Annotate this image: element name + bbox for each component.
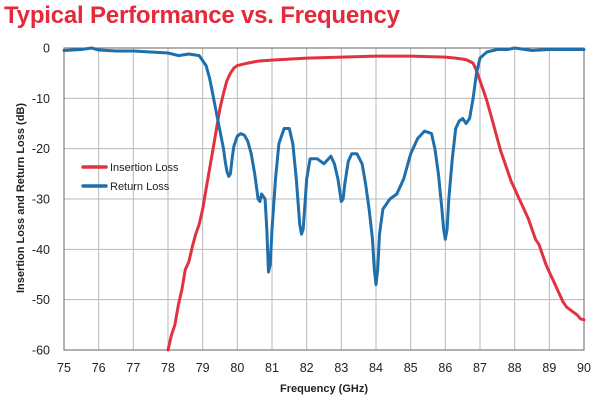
y-tick-label--30: -30 [32,193,50,207]
x-tick-label-81: 81 [265,361,279,375]
legend: Insertion Loss Return Loss [81,162,179,193]
x-tick-label-83: 83 [334,361,348,375]
x-tick-label-82: 82 [300,361,314,375]
x-tick-label-90: 90 [577,361,591,375]
legend-label-return-loss: Return Loss [110,181,170,193]
y-tick-label--60: -60 [32,344,50,358]
y-tick-label-0: 0 [43,42,50,56]
series-lines [62,46,586,352]
x-tick-label-87: 87 [473,361,487,375]
x-tick-label-77: 77 [126,361,140,375]
y-tick-labels: 0 -10 -20 -30 -40 -50 -60 [32,42,50,358]
x-tick-labels: 75 76 77 78 79 80 81 82 83 84 85 86 87 88 89 90 [57,361,591,375]
plot-frame [63,47,585,351]
legend-label-insertion-loss: Insertion Loss [110,162,179,174]
x-tick-label-89: 89 [542,361,556,375]
x-tick-label-80: 80 [230,361,244,375]
x-axis-label: Frequency (GHz) [280,383,368,395]
x-tick-label-88: 88 [508,361,522,375]
y-tick-label--10: -10 [32,92,50,106]
series-line-insertion-loss [166,54,586,352]
y-tick-label--20: -20 [32,142,50,156]
x-tick-label-78: 78 [161,361,175,375]
chart-title: Typical Performance vs. Frequency [4,2,400,29]
x-tick-label-85: 85 [404,361,418,375]
y-axis-label: Insertion Loss and Return Loss (dB) [15,103,27,293]
x-tick-label-79: 79 [196,361,210,375]
y-tick-label--50: -50 [32,293,50,307]
series-line-return-loss [62,46,586,287]
y-tick-label--40: -40 [32,243,50,257]
grid-lines [63,47,585,351]
x-tick-label-75: 75 [57,361,71,375]
x-tick-label-86: 86 [438,361,452,375]
x-tick-label-76: 76 [92,361,106,375]
x-tick-label-84: 84 [369,361,383,375]
